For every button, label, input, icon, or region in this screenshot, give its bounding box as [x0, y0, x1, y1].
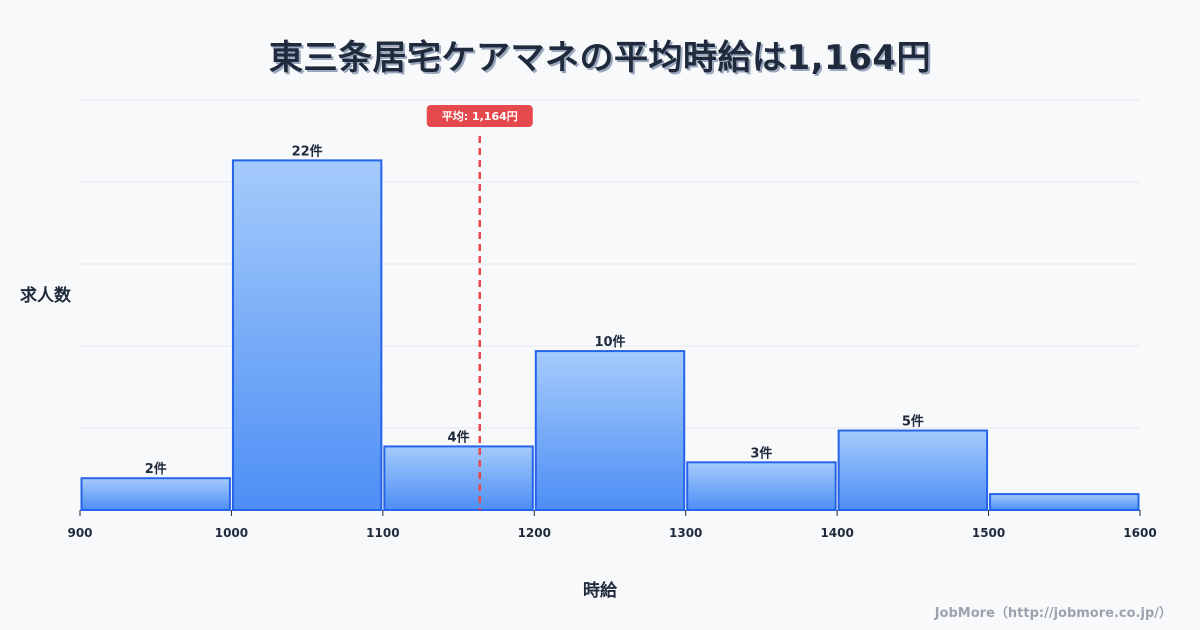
bar-value-label: 3件 — [750, 445, 772, 461]
y-axis-label: 求人数 — [20, 286, 71, 306]
histogram-bar — [383, 445, 534, 512]
x-tick-label: 1600 — [1123, 526, 1156, 540]
x-tick-label: 1500 — [972, 526, 1005, 540]
average-badge — [426, 105, 533, 127]
bars: 2件 22件 4件 10件 3件 5件 — [80, 143, 1140, 512]
x-tick-label: 1300 — [669, 526, 702, 540]
x-tick-label: 1000 — [215, 526, 248, 540]
chart-title: 東三条居宅ケアマネの平均時給は1,164円 — [268, 38, 932, 78]
histogram-bar — [837, 429, 989, 511]
x-tick-label: 900 — [67, 526, 92, 540]
x-tick-label: 1200 — [518, 526, 551, 540]
average-label: 平均: 1,164円 — [442, 109, 518, 123]
histogram-bar — [231, 159, 383, 511]
average-marker: 平均: 1,164円 — [426, 105, 533, 510]
x-tick-label: 1100 — [366, 526, 399, 540]
bar-value-label: 2件 — [145, 461, 167, 477]
x-axis-label: 時給 — [583, 581, 617, 601]
x-tick-label: 1400 — [820, 526, 853, 540]
histogram-bar — [80, 477, 231, 511]
bar-value-label: 5件 — [902, 414, 924, 430]
bar-value-label: 10件 — [594, 334, 625, 350]
histogram-bar — [534, 350, 686, 511]
bar-value-label: 4件 — [448, 429, 470, 445]
x-axis-ticks: 900 1000 1100 1200 1300 1400 1500 1600 — [67, 510, 1157, 540]
bar-value-label: 22件 — [292, 143, 323, 159]
footer-credit: JobMore（http://jobmore.co.jp/） — [934, 606, 1172, 621]
histogram-bar — [989, 493, 1140, 511]
histogram-bar — [686, 461, 837, 512]
